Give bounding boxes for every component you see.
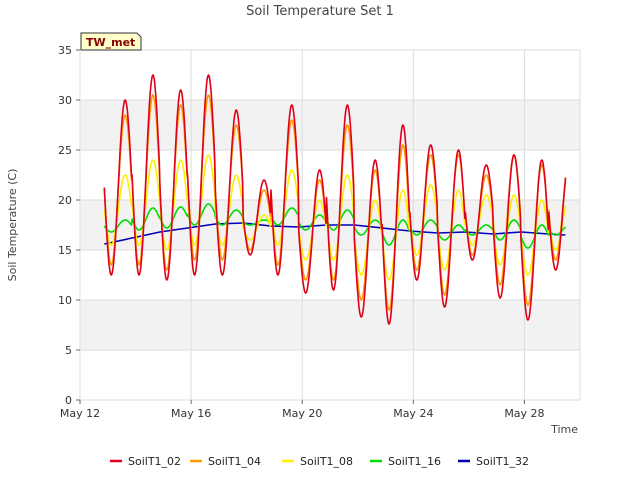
series-line-soilt1_04 [103, 94, 567, 311]
y-tick-label: 35 [58, 44, 72, 57]
y-axis-label: Soil Temperature (C) [6, 169, 19, 282]
x-axis-label: Time [550, 423, 578, 436]
y-tick-label: 5 [65, 344, 72, 357]
series-line-soilt1_02 [103, 74, 567, 325]
x-tick-label: May 28 [504, 407, 544, 420]
badge-label: TW_met [86, 36, 135, 49]
legend-item: SoilT1_32 [458, 455, 529, 468]
legend-item: SoilT1_16 [370, 455, 441, 468]
series-line-soilt1_16 [103, 203, 567, 249]
series-lines [103, 74, 567, 325]
x-tick-label: May 16 [171, 407, 211, 420]
legend-item: SoilT1_08 [282, 455, 353, 468]
legend-label: SoilT1_04 [208, 455, 261, 468]
band [80, 100, 580, 150]
legend-label: SoilT1_16 [388, 455, 441, 468]
y-tick-label: 25 [58, 144, 72, 157]
legend-label: SoilT1_32 [476, 455, 529, 468]
x-axis-ticks: May 12 May 16 May 20 May 24 May 28 [60, 400, 545, 420]
band [80, 300, 580, 350]
legend-item: SoilT1_04 [190, 455, 261, 468]
chart-title: Soil Temperature Set 1 [246, 4, 394, 19]
x-tick-label: May 20 [282, 407, 322, 420]
plot-frame [79, 49, 581, 401]
series-line-soilt1_08 [103, 154, 567, 281]
y-tick-label: 10 [58, 294, 72, 307]
y-tick-label: 20 [58, 194, 72, 207]
station-badge: TW_met [80, 32, 142, 51]
y-tick-label: 30 [58, 94, 72, 107]
legend-item: SoilT1_02 [110, 455, 181, 468]
y-tick-label: 15 [58, 244, 72, 257]
legend: SoilT1_02 SoilT1_04 SoilT1_08 SoilT1_16 Soil… [110, 455, 529, 468]
badge-shape [80, 32, 142, 51]
y-tick-label: 0 [65, 394, 72, 407]
legend-label: SoilT1_08 [300, 455, 353, 468]
legend-label: SoilT1_02 [128, 455, 181, 468]
x-tick-label: May 24 [393, 407, 433, 420]
y-axis-ticks: 0 5 10 15 20 25 30 35 [58, 44, 80, 407]
x-tick-label: May 12 [60, 407, 100, 420]
